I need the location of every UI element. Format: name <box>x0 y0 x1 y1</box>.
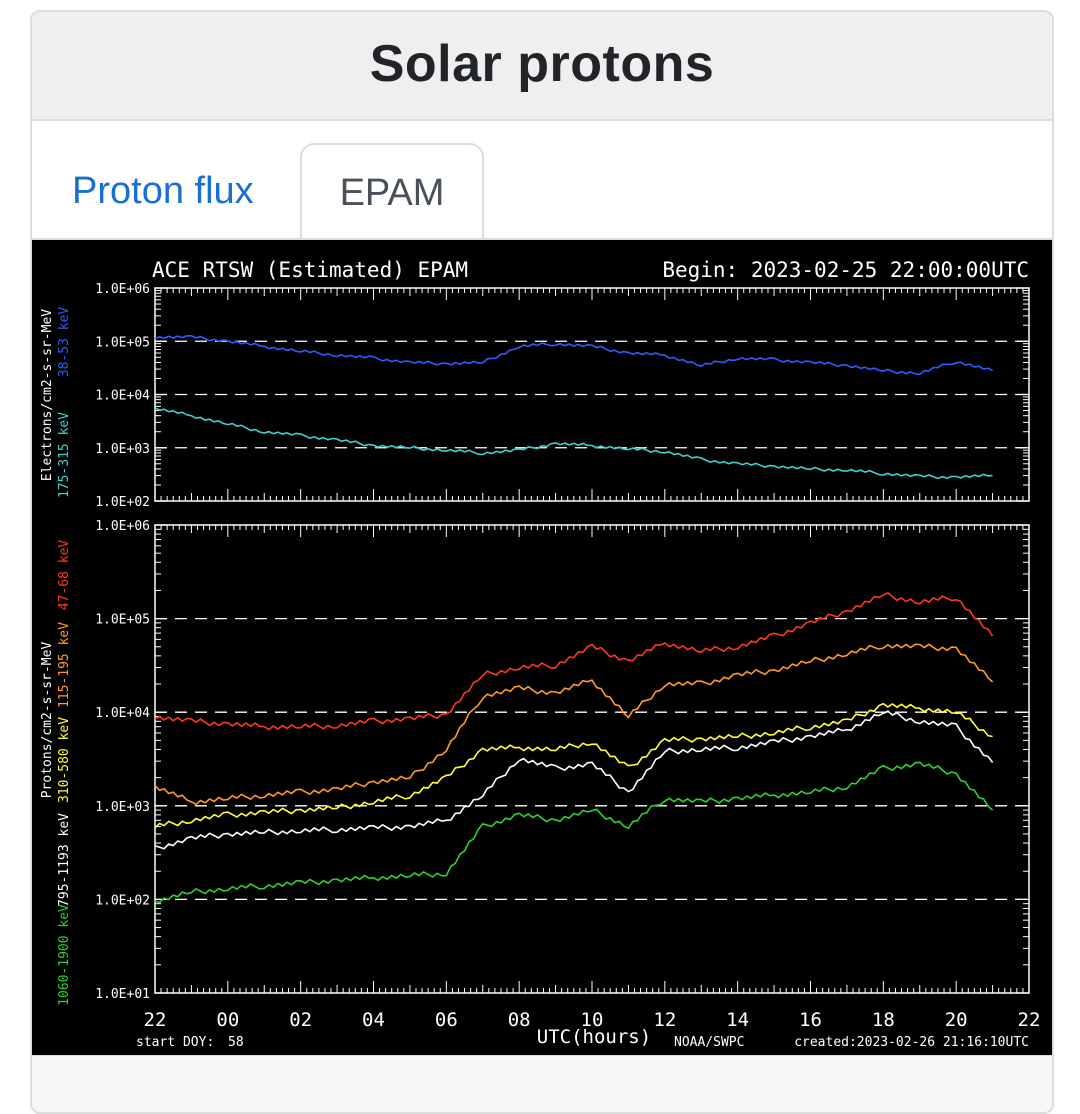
electron-series-label-1: 175-315 keV <box>57 412 72 498</box>
prot-series-line-0 <box>154 591 994 731</box>
prot-xtick-label-4: 06 <box>435 1009 458 1031</box>
elec-ytick-label-3: 1.0E+05 <box>95 335 150 350</box>
proton-grid <box>155 617 1029 901</box>
solar-protons-card: Solar protons Proton flux EPAM ACE RTSW … <box>30 10 1054 1114</box>
proton-ylabel: Protons/cm2-s-sr-MeV <box>40 642 55 799</box>
prot-series-line-4 <box>154 761 994 904</box>
card-title: Solar protons <box>369 35 715 93</box>
elec-ytick-label-1: 1.0E+03 <box>95 442 150 457</box>
start-doy-value: 58 <box>228 1035 244 1050</box>
proton-series-label-4: 1060-1900 keV <box>57 904 72 1006</box>
prot-xtick-label-5: 08 <box>508 1009 531 1031</box>
electron-ylabel: Electrons/cm2-s-sr-MeV <box>40 309 55 481</box>
proton-y-ticks: 1.0E+01 1.0E+02 1.0E+03 1.0E+04 1.0E+05 1.0E+… <box>95 519 1029 1002</box>
card-bottom <box>32 1055 1052 1112</box>
epam-chart-svg: ACE RTSW (Estimated) EPAM Begin: 2023-02… <box>40 258 1041 1050</box>
elec-ytick-label-0: 1.0E+02 <box>95 495 150 510</box>
prot-xtick-label-11: 20 <box>945 1009 968 1031</box>
chart-title: ACE RTSW (Estimated) EPAM <box>152 258 468 282</box>
prot-xtick-label-7: 12 <box>653 1009 676 1031</box>
epam-plot: ACE RTSW (Estimated) EPAM Begin: 2023-02… <box>32 240 1052 1055</box>
prot-xtick-label-3: 04 <box>362 1009 385 1031</box>
electron-series <box>154 335 993 480</box>
card-header: Solar protons <box>32 12 1052 121</box>
prot-xtick-label-8: 14 <box>726 1009 749 1031</box>
prot-series-line-3 <box>154 710 994 850</box>
proton-panel-frame <box>154 524 1030 994</box>
prot-ytick-label-0: 1.0E+01 <box>95 987 150 1002</box>
proton-series-label-0: 47-68 keV <box>57 540 72 611</box>
proton-x-ticks: 22 00 02 04 06 08 10 12 14 16 18 20 22 <box>144 525 1041 1031</box>
electron-series-label-0: 38-53 keV <box>57 307 72 378</box>
prot-ytick-label-4: 1.0E+05 <box>95 613 150 628</box>
elec-series-line-1 <box>154 406 993 480</box>
tab-divider <box>32 238 1052 240</box>
prot-xtick-label-0: 22 <box>144 1009 167 1031</box>
tab-epam[interactable]: EPAM <box>300 143 484 244</box>
electron-y-ticks: 1.0E+02 1.0E+03 1.0E+04 1.0E+05 1.0E+06 <box>95 282 1029 510</box>
elec-series-line-0 <box>154 335 993 376</box>
tab-bar: Proton flux EPAM <box>32 121 1052 244</box>
tab-proton-flux[interactable]: Proton flux <box>72 170 254 212</box>
source-label: NOAA/SWPC <box>674 1035 744 1050</box>
prot-xtick-label-10: 18 <box>872 1009 895 1031</box>
prot-xtick-label-9: 16 <box>799 1009 822 1031</box>
prot-xtick-label-1: 00 <box>216 1009 239 1031</box>
electron-grid <box>155 340 1029 449</box>
prot-xtick-label-2: 02 <box>289 1009 312 1031</box>
electron-x-ticks <box>154 288 1030 501</box>
proton-series-label-2: 310-580 keV <box>57 717 72 803</box>
prot-ytick-label-5: 1.0E+06 <box>95 519 150 534</box>
prot-xtick-label-12: 22 <box>1018 1009 1041 1031</box>
x-axis-label: UTC(hours) <box>537 1026 651 1048</box>
proton-series-label-3: 795-1193 keV <box>57 813 72 907</box>
prot-ytick-label-3: 1.0E+04 <box>95 706 150 721</box>
start-doy-label: start DOY: <box>136 1035 214 1050</box>
proton-series <box>154 591 994 904</box>
prot-series-line-2 <box>154 702 993 829</box>
elec-ytick-label-2: 1.0E+04 <box>95 389 150 404</box>
proton-series-label-1: 115-195 keV <box>57 622 72 708</box>
prot-ytick-label-1: 1.0E+02 <box>95 893 150 908</box>
created-label: created:2023-02-26 21:16:10UTC <box>794 1035 1029 1050</box>
prot-series-line-1 <box>154 643 994 806</box>
elec-ytick-label-4: 1.0E+06 <box>95 282 150 297</box>
chart-begin: Begin: 2023-02-25 22:00:00UTC <box>662 258 1029 282</box>
prot-xtick-label-6: 10 <box>581 1009 604 1031</box>
prot-ytick-label-2: 1.0E+03 <box>95 800 150 815</box>
